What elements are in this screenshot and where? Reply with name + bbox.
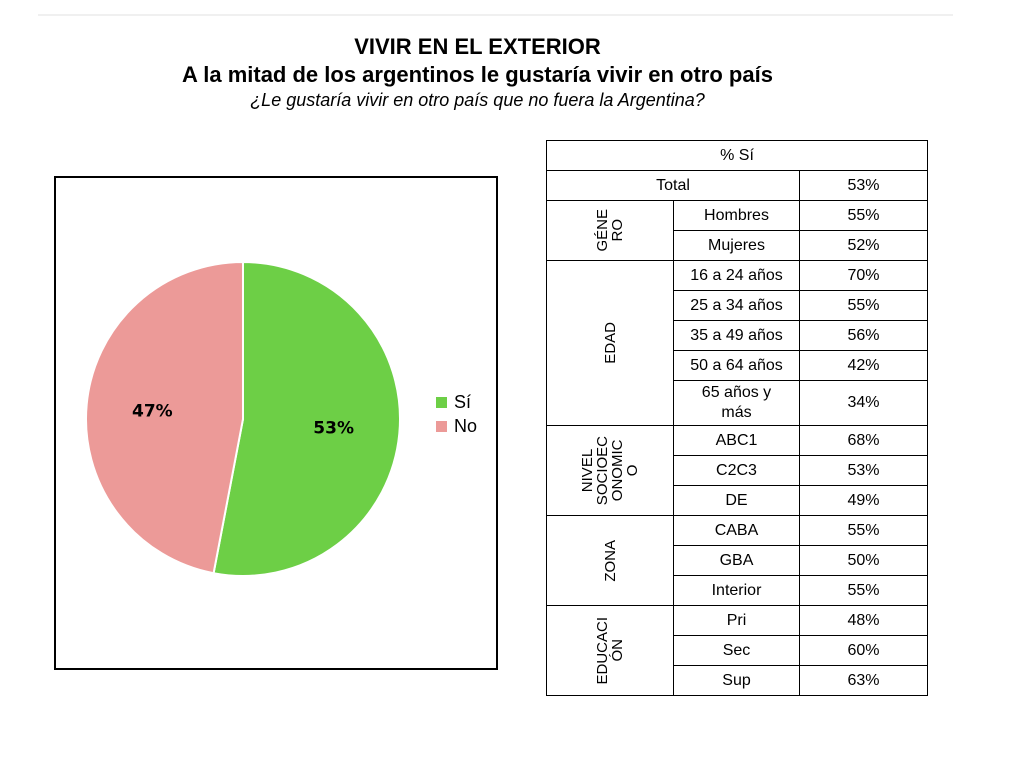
row-value: 63% <box>798 665 929 696</box>
table-row: EDAD 16 a 24 años 70% <box>546 260 929 426</box>
table-row: ZONA CABA 55% <box>546 515 929 606</box>
row-value: 60% <box>798 635 929 666</box>
legend-label: No <box>454 415 478 436</box>
survey-question: ¿Le gustaría vivir en otro país que no f… <box>250 90 705 110</box>
row-value: 70% <box>798 260 929 291</box>
group-label: GÉNE RO <box>594 209 626 252</box>
legend-label: Sí <box>454 391 472 412</box>
table-row: Mujeres 52% <box>547 230 929 261</box>
row-value: 68% <box>798 425 929 456</box>
legend-swatch <box>436 396 447 408</box>
row-label: DE <box>673 485 800 516</box>
row-value: 49% <box>798 485 929 516</box>
group-label-cell: GÉNE RO <box>546 200 674 261</box>
pie-slice-no <box>85 260 244 575</box>
group-label-cell: EDUCACI ÓN <box>546 605 674 696</box>
row-label: 35 a 49 años <box>673 320 800 351</box>
row-label: Pri <box>673 605 800 636</box>
table-row: Sec 60% <box>547 635 929 666</box>
row-value: 55% <box>798 575 929 606</box>
group-label-cell: NIVEL SOCIOEC ONOMIC O <box>546 425 674 516</box>
row-label: Sup <box>673 665 800 696</box>
row-value: 55% <box>798 290 929 321</box>
row-label: 25 a 34 años <box>673 290 800 321</box>
table-header-row: % Sí <box>545 140 929 171</box>
row-value: 53% <box>798 455 929 486</box>
group-label: EDUCACI ÓN <box>594 616 626 685</box>
legend-item-si: Sí <box>436 390 477 414</box>
table-row: Interior 55% <box>547 575 929 606</box>
row-label: Sec <box>673 635 800 666</box>
row-label: 65 años y más <box>673 380 800 426</box>
row-value: 55% <box>798 200 929 231</box>
table-row: 65 años y más 34% <box>547 380 929 426</box>
pie-data-label-no: 47% <box>132 401 173 421</box>
chart-legend: Sí No <box>436 390 477 438</box>
row-value: 42% <box>798 350 929 381</box>
group-label: NIVEL SOCIOEC ONOMIC O <box>579 435 641 506</box>
total-label: Total <box>546 170 800 201</box>
table-row: 25 a 34 años 55% <box>547 290 929 321</box>
pie-slice-si <box>212 260 401 577</box>
pie-data-label-si: 53% <box>313 419 354 439</box>
table-header-cell: % Sí <box>545 140 929 171</box>
row-value: 48% <box>798 605 929 636</box>
page-title: A la mitad de los argentinos le gustaría… <box>182 62 773 87</box>
table-row: GÉNE RO Hombres 55% <box>546 200 929 261</box>
top-divider <box>38 14 953 16</box>
row-label: 50 a 64 años <box>673 350 800 381</box>
legend-swatch <box>436 420 447 432</box>
table-row: DE 49% <box>547 485 929 516</box>
row-label: Hombres <box>673 200 800 231</box>
row-label: C2C3 <box>673 455 800 486</box>
table-row: EDUCACI ÓN Pri 48% <box>546 605 929 696</box>
group-label-cell: EDAD <box>546 260 674 426</box>
legend-item-no: No <box>436 414 477 438</box>
group-label-cell: ZONA <box>546 515 674 606</box>
row-label: CABA <box>673 515 800 546</box>
row-value: 55% <box>798 515 929 546</box>
table-row: 50 a 64 años 42% <box>547 350 929 381</box>
page-kicker: VIVIR EN EL EXTERIOR <box>354 34 601 59</box>
pie-chart: 53% 47% <box>85 260 401 577</box>
total-value: 53% <box>798 170 929 201</box>
results-table: % Sí Total 53% GÉNE RO Hombres 55% Mujeres 52% E… <box>545 140 929 696</box>
table-row: C2C3 53% <box>547 455 929 486</box>
table-row: Sup 63% <box>547 665 929 696</box>
table-row: NIVEL SOCIOEC ONOMIC O ABC1 68% <box>546 425 929 516</box>
row-value: 56% <box>798 320 929 351</box>
row-label: Interior <box>673 575 800 606</box>
group-label: ZONA <box>601 539 619 582</box>
row-value: 34% <box>798 380 929 426</box>
group-label: EDAD <box>601 322 619 364</box>
row-label: GBA <box>673 545 800 576</box>
table-row-total: Total 53% <box>546 170 929 201</box>
row-label: 16 a 24 años <box>673 260 800 291</box>
row-value: 52% <box>798 230 929 261</box>
row-label: Mujeres <box>673 230 800 261</box>
pie-chart-panel: 53% 47% Sí No <box>54 176 498 670</box>
row-value: 50% <box>798 545 929 576</box>
row-label: ABC1 <box>673 425 800 456</box>
